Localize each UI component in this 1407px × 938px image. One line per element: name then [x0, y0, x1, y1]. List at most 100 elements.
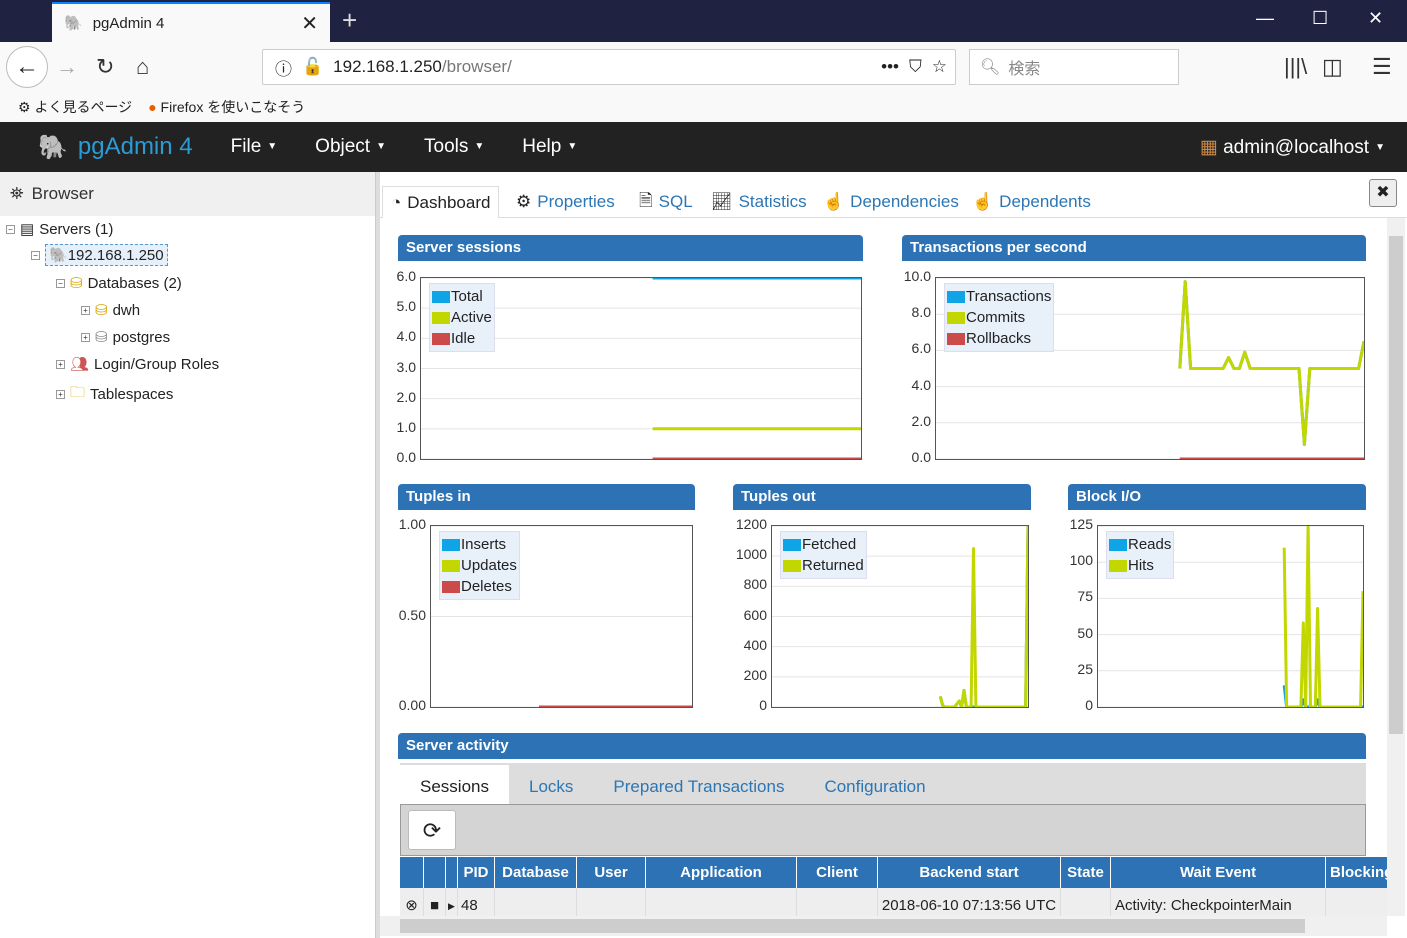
back-button[interactable]: ← [6, 46, 48, 88]
tree-item-postgres[interactable]: + ⛁ postgres [81, 328, 170, 346]
bookmark-most-visited[interactable]: ⚙ よく見るページ [18, 99, 133, 115]
chart-title: Block I/O [1068, 484, 1366, 510]
user-menu[interactable]: ▦ admin@localhost ▼ [1199, 136, 1385, 158]
legend-label: Returned [802, 557, 864, 574]
search-input[interactable]: 🔍︎ 検索 [969, 49, 1179, 85]
subtab-prepared-transactions[interactable]: Prepared Transactions [613, 777, 785, 796]
legend-label: Commits [966, 309, 1026, 326]
legend-label: Deletes [461, 578, 512, 595]
pocket-icon[interactable]: ⛉ [909, 57, 922, 76]
legend-item: Transactions [947, 286, 1051, 307]
menu-tools[interactable]: Tools ▼ [424, 136, 485, 157]
horizontal-scrollbar[interactable] [380, 916, 1387, 936]
col-header-application[interactable]: Application [646, 857, 797, 888]
terminate-session-icon[interactable]: ⊗ [400, 888, 424, 916]
tab-label: Statistics [738, 192, 807, 211]
menu-help[interactable]: Help ▼ [522, 136, 578, 157]
close-window-icon[interactable]: ✕ [1368, 8, 1384, 28]
y-tick-label: 1.00 [398, 516, 426, 532]
scrollbar-thumb[interactable] [400, 919, 1305, 933]
tab-dependents[interactable]: ☝ Dependents [964, 186, 1099, 218]
tree-item-tablespaces[interactable]: + 🗀 Tablespaces [56, 382, 173, 407]
y-tick-label: 1000 [735, 546, 767, 563]
bookmark-star-icon[interactable]: ☆ [931, 57, 947, 76]
subtab-locks[interactable]: Locks [528, 777, 574, 796]
tab-dashboard[interactable]: ◔ Dashboard [382, 186, 500, 218]
legend-swatch [947, 290, 965, 303]
tab-properties[interactable]: ⚙ Properties [508, 186, 623, 218]
tree-item-login-roles[interactable]: + 👥︎ Login/Group Roles [56, 355, 219, 373]
line-chart-icon: 📈︎ [711, 192, 733, 211]
tree-item-server[interactable]: − 🐘192.168.1.250 [31, 244, 168, 266]
col-header-user[interactable]: User [577, 857, 646, 888]
tab-dependencies[interactable]: ☝ Dependencies [815, 186, 967, 218]
browser-tab[interactable]: 🐘 pgAdmin 4 ✕ [52, 2, 330, 42]
library-icon[interactable]: |||\ [1284, 54, 1308, 79]
menu-file[interactable]: File ▼ [230, 136, 278, 157]
legend-label: Fetched [802, 536, 857, 553]
chart-legend: Fetched Returned [780, 531, 867, 579]
tab-statistics[interactable]: 📈︎ Statistics [703, 186, 815, 218]
tree-label: Servers (1) [39, 220, 114, 238]
close-panel-button[interactable]: ✖ [1369, 179, 1397, 207]
url-bar[interactable]: ⓘ 🔓 192.168.1.250/browser/ ••• ⛉ ☆ [262, 49, 956, 85]
subtab-sessions[interactable]: Sessions [400, 765, 509, 805]
chart-title: Tuples out [733, 484, 1031, 510]
col-header-backend-start[interactable]: Backend start [878, 857, 1061, 888]
series-line-returned [938, 526, 1028, 707]
tree-item-databases[interactable]: − ⛁ Databases (2) [56, 274, 182, 292]
server-activity-header: Server activity [398, 733, 1366, 759]
firefox-icon: ● [148, 99, 157, 115]
scrollbar-thumb[interactable] [1389, 236, 1403, 734]
menu-label: Object [315, 136, 371, 157]
database-disconnected-icon: ⛁ [95, 329, 108, 346]
page-actions-icon[interactable]: ••• [881, 57, 899, 76]
reload-icon[interactable]: ↻ [96, 54, 115, 79]
minimize-icon[interactable]: — [1256, 8, 1274, 28]
forward-icon[interactable]: → [56, 54, 78, 79]
cell-backend-start: 2018-06-10 07:13:56 UTC [878, 888, 1061, 916]
tree-item-dwh[interactable]: + ⛁ dwh [81, 301, 140, 319]
menu-object[interactable]: Object ▼ [315, 136, 386, 157]
legend-label: Updates [461, 557, 517, 574]
tree-label: postgres [112, 328, 171, 346]
col-header-state[interactable]: State [1061, 857, 1111, 888]
bookmark-firefox[interactable]: ● Firefox を使いこなそう [148, 97, 305, 117]
subtab-configuration[interactable]: Configuration [824, 777, 926, 796]
legend-label: Rollbacks [966, 330, 1032, 347]
maximize-icon[interactable]: ☐ [1312, 8, 1329, 28]
brand[interactable]: 🐘 pgAdmin 4 [38, 133, 193, 162]
pgadmin-navbar: 🐘 pgAdmin 4 File ▼ Object ▼ Tools ▼ Help ▼ ▦ … [0, 122, 1407, 172]
tab-sql[interactable]: 🗎 SQL [631, 186, 701, 218]
close-tab-icon[interactable]: ✕ [301, 12, 318, 35]
sidebar-icon[interactable]: ◫ [1322, 54, 1343, 79]
table-row[interactable]: ⊗ ■ ▶ 48 2018-06-10 07:13:56 UTC Activit… [400, 888, 1387, 916]
home-icon[interactable]: ⌂ [136, 54, 150, 79]
legend-item: Inserts [442, 534, 517, 555]
col-header-wait-event[interactable]: Wait Event [1111, 857, 1326, 888]
new-tab-icon[interactable]: + [342, 5, 358, 35]
info-icon[interactable]: ⓘ [275, 59, 292, 79]
y-tick-label: 100 [1069, 552, 1093, 569]
legend-swatch [432, 332, 450, 345]
col-header-database[interactable]: Database [495, 857, 577, 888]
legend-swatch [783, 538, 801, 551]
panel-splitter[interactable] [376, 172, 380, 938]
brand-label: pgAdmin 4 [77, 133, 193, 160]
y-tick-label: 75 [1077, 588, 1093, 605]
legend-label: Active [451, 309, 492, 326]
col-header-blocking[interactable]: Blocking [1326, 857, 1387, 888]
url-host: 192.168.1.250 [333, 57, 442, 76]
menu-icon[interactable]: ☰ [1372, 54, 1392, 79]
cell-blocking [1326, 888, 1387, 916]
vertical-scrollbar[interactable] [1387, 218, 1405, 916]
expand-row-icon[interactable]: ▶ [446, 888, 458, 916]
legend-item: Updates [442, 555, 517, 576]
refresh-button[interactable]: ⟳ [408, 810, 456, 850]
col-header-client[interactable]: Client [797, 857, 878, 888]
legend-item: Fetched [783, 534, 864, 555]
tree-item-servers[interactable]: − ▤ Servers (1) [6, 220, 113, 238]
tab-label: SQL [658, 192, 693, 211]
col-header-pid[interactable]: PID [458, 857, 495, 888]
cancel-query-icon[interactable]: ■ [424, 888, 446, 916]
